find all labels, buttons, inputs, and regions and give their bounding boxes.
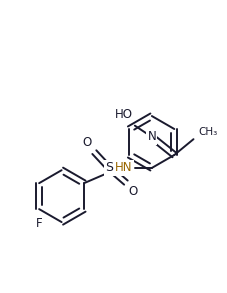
- Text: S: S: [105, 161, 113, 174]
- Text: HO: HO: [115, 108, 133, 121]
- Text: CH₃: CH₃: [198, 127, 217, 137]
- Text: O: O: [83, 136, 92, 149]
- Text: N: N: [147, 130, 156, 143]
- Text: F: F: [36, 217, 42, 230]
- Text: O: O: [128, 185, 137, 198]
- Text: HN: HN: [115, 161, 133, 174]
